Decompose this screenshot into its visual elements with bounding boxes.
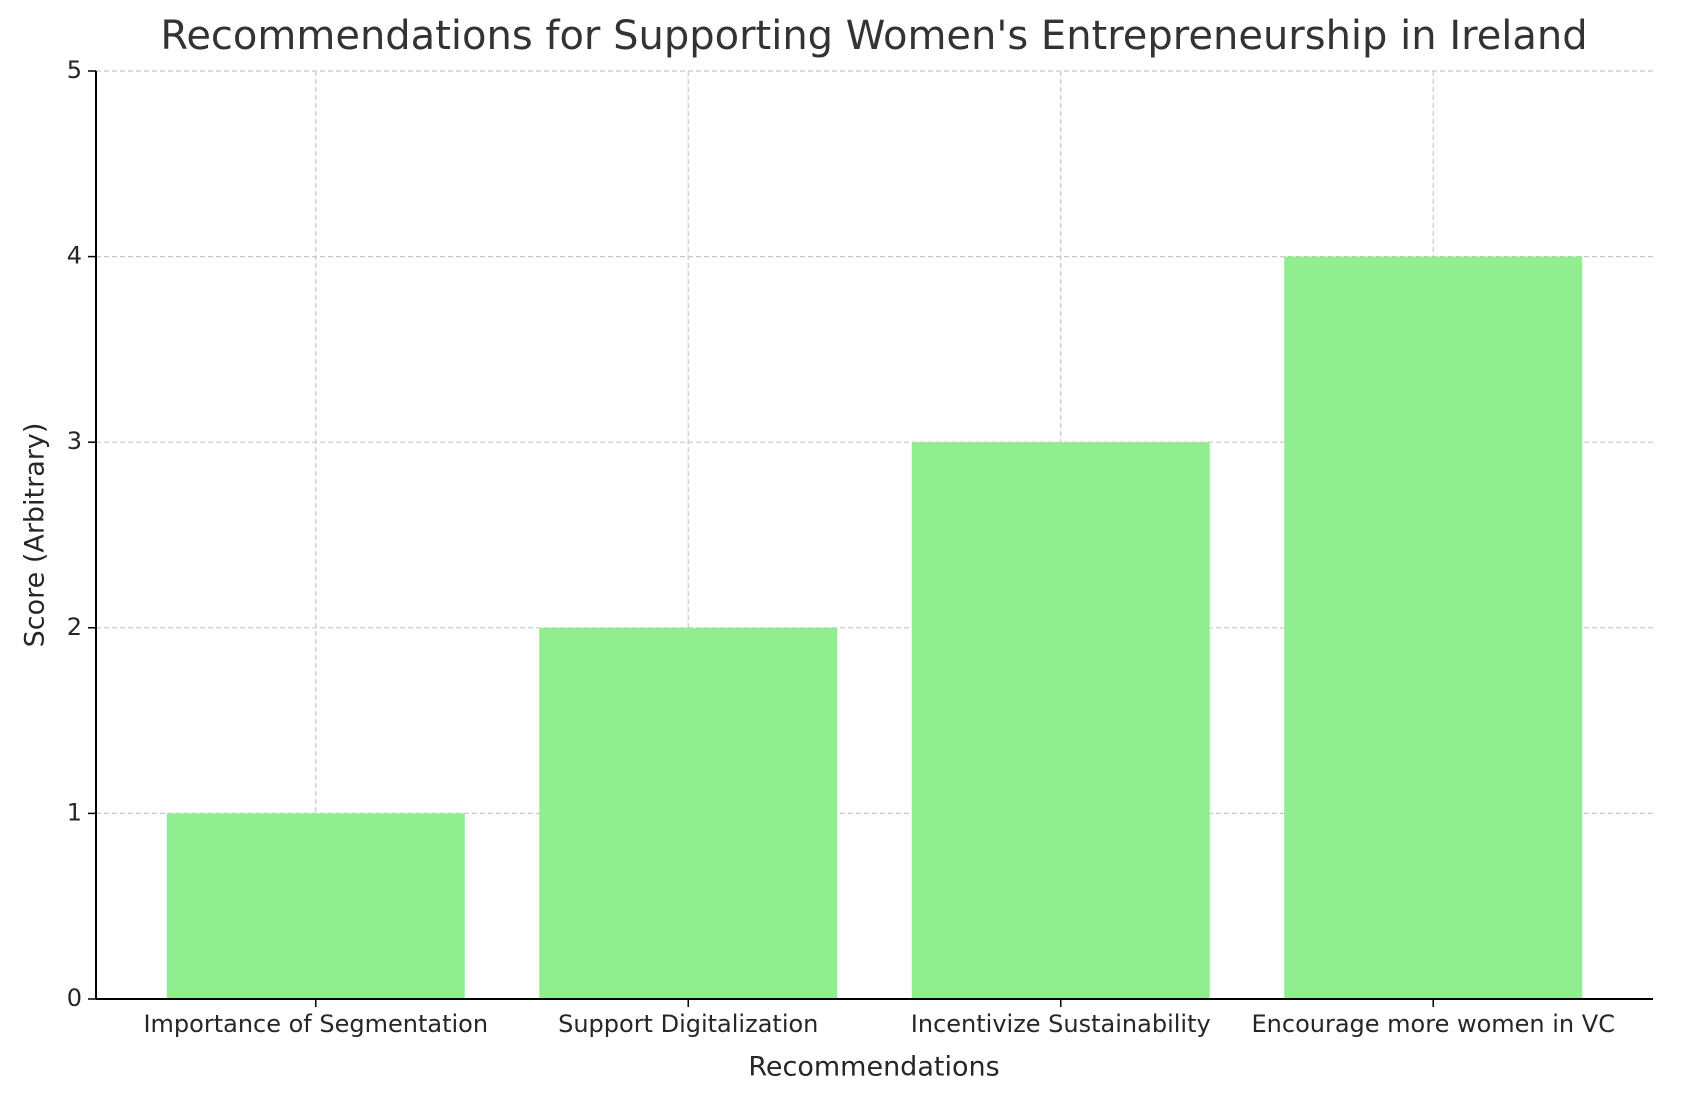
x-axis-label: Recommendations [748,1052,999,1083]
y-tick-label: 0 [67,984,82,1012]
bar [539,627,838,999]
y-tick-label: 5 [67,56,82,84]
bar [911,442,1210,999]
x-tick-label: Support Digitalization [558,1010,818,1038]
bar [166,813,465,999]
labels: 0 1 2 3 4 5 Importance of Segmentation Support … [67,56,1615,1038]
bars [166,256,1583,1000]
x-tick-label: Incentivize Sustainability [911,1010,1211,1038]
chart-title: Recommendations for Supporting Women's E… [160,13,1587,59]
y-axis-label: Score (Arbitrary) [20,423,51,648]
x-tick-label: Importance of Segmentation [143,1010,488,1038]
y-tick-label: 1 [67,798,82,826]
y-tick-label: 4 [67,242,82,270]
bar [1284,256,1583,1000]
y-tick-label: 2 [67,613,82,641]
x-tick-label: Encourage more women in VC [1252,1010,1615,1038]
y-tick-label: 3 [67,427,82,455]
